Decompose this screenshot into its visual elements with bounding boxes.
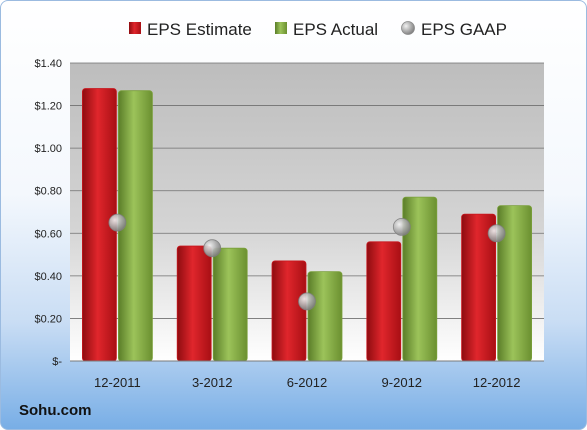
y-tick-label: $1.00 (34, 143, 62, 155)
y-tick-label: $0.20 (34, 313, 62, 325)
y-tick-label: $0.80 (34, 186, 62, 198)
bar-eps-estimate (271, 260, 307, 362)
marker-eps-gaap (392, 217, 411, 236)
y-tick-label: $0.60 (34, 228, 62, 240)
gaap-markers (108, 213, 506, 311)
x-tick-label: 12-2011 (94, 375, 141, 390)
bar-eps-estimate (176, 245, 212, 362)
legend-label-estimate: EPS Estimate (147, 20, 252, 39)
x-tick-label: 3-2012 (192, 375, 232, 390)
x-tick-label: 6-2012 (287, 375, 327, 390)
legend-label-actual: EPS Actual (293, 20, 378, 39)
legend: EPS Estimate EPS Actual EPS GAAP (129, 20, 507, 39)
bar-eps-estimate (366, 241, 402, 362)
source-label: Sohu.com (19, 402, 92, 419)
legend-label-gaap: EPS GAAP (421, 20, 507, 39)
bar-eps-actual (212, 247, 248, 362)
y-tick-label: $0.40 (34, 271, 62, 283)
y-tick-label: $1.40 (34, 58, 62, 70)
marker-eps-gaap (108, 213, 127, 232)
x-axis-ticks: 12-2011 3-2012 6-2012 9-2012 12-2012 (94, 375, 520, 390)
x-tick-label: 12-2012 (473, 375, 521, 390)
marker-eps-gaap (298, 292, 316, 311)
legend-swatch-gaap (401, 21, 415, 35)
marker-eps-gaap (487, 224, 506, 243)
y-tick-label: $- (52, 356, 62, 368)
bars (82, 88, 533, 362)
x-tick-label: 9-2012 (382, 375, 422, 390)
marker-eps-gaap (203, 239, 222, 258)
y-axis-ticks: $- $0.20 $0.40 $0.60 $0.80 $1.00 $1.20 $1.40 (34, 58, 62, 368)
bar-eps-actual (307, 271, 343, 362)
legend-swatch-estimate (129, 22, 141, 34)
legend-swatch-actual (275, 22, 287, 34)
y-tick-label: $1.20 (34, 101, 62, 113)
